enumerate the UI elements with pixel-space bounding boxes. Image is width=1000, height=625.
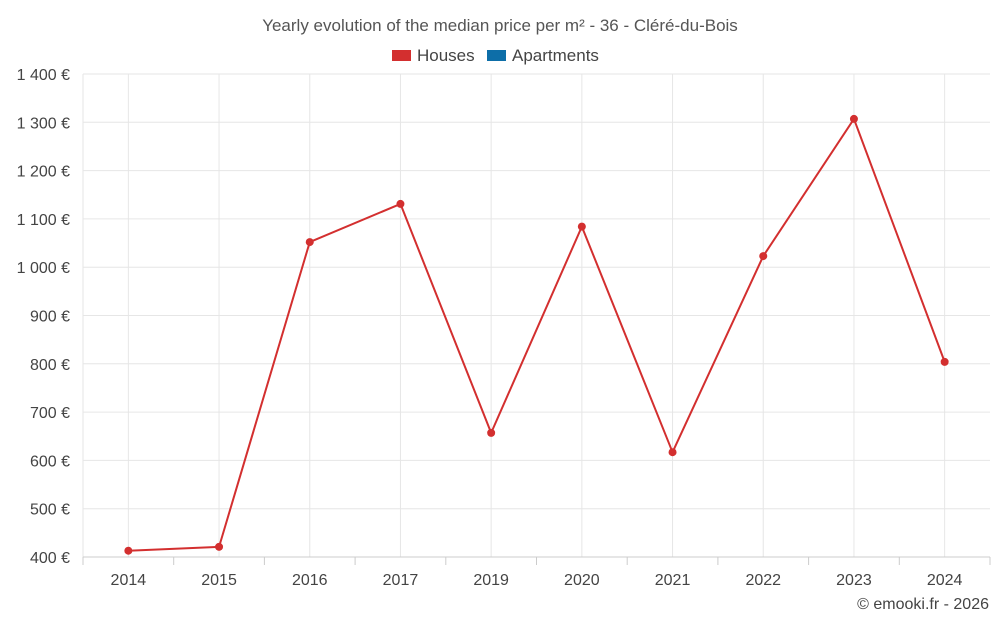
- data-point[interactable]: [215, 542, 224, 551]
- y-tick-label: 600 €: [30, 453, 70, 470]
- x-tick-label: 2021: [655, 572, 691, 589]
- legend-label-houses: Houses: [417, 46, 475, 65]
- x-tick-label: 2014: [111, 572, 147, 589]
- legend-item-houses[interactable]: Houses: [392, 46, 475, 65]
- x-tick-label: 2024: [927, 572, 963, 589]
- data-point[interactable]: [668, 448, 677, 457]
- credit-text: © emooki.fr - 2026: [857, 596, 989, 613]
- legend-swatch-houses: [392, 50, 411, 61]
- legend-swatch-apartments: [487, 50, 506, 61]
- y-tick-label: 500 €: [30, 502, 70, 519]
- legend: Houses Apartments: [392, 46, 599, 65]
- x-axis: 2014 2015 2016 2017 2019 2020 2021 2022 2023 2024: [82, 556, 991, 589]
- chart-title: Yearly evolution of the median price per…: [262, 16, 738, 35]
- data-point[interactable]: [759, 252, 768, 261]
- y-tick-label: 1 300 €: [17, 115, 70, 132]
- data-point[interactable]: [305, 238, 314, 247]
- y-tick-label: 1 100 €: [17, 212, 70, 229]
- legend-label-apartments: Apartments: [512, 46, 599, 65]
- y-tick-label: 700 €: [30, 405, 70, 422]
- data-point[interactable]: [487, 428, 496, 437]
- data-point[interactable]: [396, 199, 405, 208]
- y-axis: 400 € 500 € 600 € 700 € 800 € 900 € 1 000 € 1 1…: [17, 67, 70, 567]
- y-tick-label: 800 €: [30, 357, 70, 374]
- x-tick-label: 2015: [201, 572, 237, 589]
- x-tick-label: 2020: [564, 572, 600, 589]
- y-tick-label: 1 000 €: [17, 260, 70, 277]
- x-tick-label: 2023: [836, 572, 872, 589]
- data-point[interactable]: [124, 546, 133, 555]
- x-tick-label: 2022: [745, 572, 781, 589]
- y-tick-label: 400 €: [30, 550, 70, 567]
- x-tick-label: 2016: [292, 572, 328, 589]
- data-point[interactable]: [940, 357, 949, 366]
- y-tick-label: 1 400 €: [17, 67, 70, 84]
- series-line: [128, 117, 946, 552]
- data-point[interactable]: [849, 114, 858, 123]
- gridlines: [82, 73, 990, 558]
- y-tick-label: 1 200 €: [17, 164, 70, 181]
- legend-item-apartments[interactable]: Apartments: [487, 46, 599, 65]
- y-tick-label: 900 €: [30, 309, 70, 326]
- x-tick-label: 2017: [383, 572, 419, 589]
- series-houses: [124, 114, 949, 555]
- x-tick-label: 2019: [473, 572, 509, 589]
- data-point[interactable]: [577, 222, 586, 231]
